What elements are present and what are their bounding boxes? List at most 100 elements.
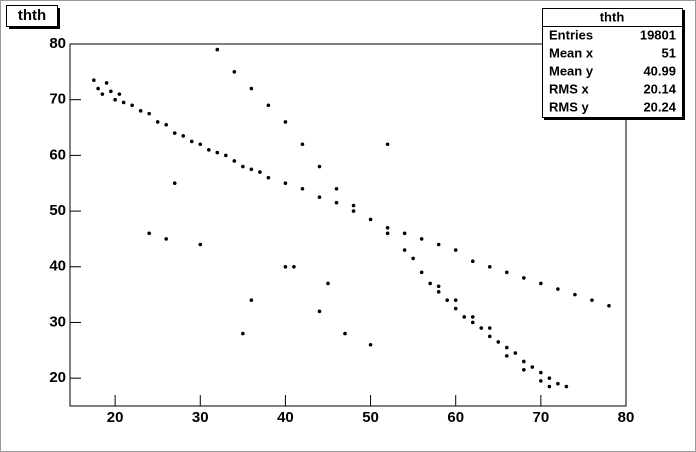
point bbox=[215, 150, 220, 155]
point bbox=[504, 345, 509, 350]
point bbox=[283, 181, 288, 186]
point bbox=[181, 134, 186, 138]
point bbox=[547, 376, 552, 380]
point bbox=[564, 384, 569, 389]
point bbox=[138, 109, 143, 113]
stats-label: Mean x bbox=[549, 45, 594, 60]
point bbox=[164, 237, 169, 241]
point bbox=[385, 225, 390, 230]
point bbox=[368, 217, 373, 222]
point bbox=[224, 153, 228, 158]
point bbox=[249, 167, 254, 172]
point bbox=[487, 264, 492, 269]
point bbox=[513, 351, 518, 355]
point bbox=[556, 287, 560, 291]
y-tick-label: 20 bbox=[49, 369, 66, 386]
point bbox=[487, 334, 492, 339]
point bbox=[590, 298, 594, 302]
point bbox=[92, 78, 96, 82]
point bbox=[172, 131, 177, 135]
x-tick-label: 20 bbox=[107, 409, 124, 426]
point bbox=[189, 139, 194, 144]
point bbox=[470, 259, 475, 264]
point bbox=[445, 298, 449, 302]
point bbox=[232, 159, 237, 163]
stats-label: Mean y bbox=[549, 63, 594, 78]
point bbox=[249, 86, 254, 91]
point bbox=[504, 270, 509, 275]
point bbox=[522, 359, 526, 364]
x-tick-label: 50 bbox=[362, 409, 379, 426]
point bbox=[385, 231, 390, 236]
x-tick-label: 60 bbox=[447, 409, 464, 426]
point bbox=[547, 384, 552, 389]
point bbox=[283, 120, 288, 124]
point bbox=[402, 231, 407, 236]
y-tick-label: 70 bbox=[49, 91, 66, 108]
point bbox=[113, 97, 117, 102]
point bbox=[198, 142, 203, 147]
point bbox=[258, 170, 262, 174]
stats-value: 20.24 bbox=[643, 99, 676, 114]
chart-title: thth bbox=[18, 7, 46, 24]
point bbox=[436, 284, 441, 289]
y-tick-label: 50 bbox=[49, 202, 66, 219]
point bbox=[504, 354, 509, 358]
point bbox=[317, 309, 322, 314]
point bbox=[607, 303, 611, 308]
stats-title: thth bbox=[600, 9, 625, 24]
point bbox=[317, 164, 322, 169]
point bbox=[539, 379, 543, 383]
point bbox=[317, 195, 322, 199]
point bbox=[283, 264, 288, 269]
point bbox=[326, 281, 330, 286]
point bbox=[109, 89, 113, 94]
point bbox=[241, 164, 245, 169]
point bbox=[428, 281, 432, 286]
point bbox=[300, 142, 305, 147]
stats-value: 40.99 bbox=[643, 63, 676, 78]
x-tick-label: 80 bbox=[618, 409, 635, 426]
point bbox=[487, 326, 492, 330]
stats-label: RMS y bbox=[549, 99, 590, 114]
point bbox=[117, 92, 122, 96]
point bbox=[232, 70, 237, 74]
x-tick-label: 70 bbox=[533, 409, 550, 426]
point bbox=[573, 292, 577, 297]
point bbox=[215, 47, 220, 52]
point bbox=[419, 270, 424, 275]
title-box bbox=[6, 5, 58, 27]
point bbox=[334, 200, 339, 205]
plot: 20 30 40 50 60 70 80 20 30 40 50 60 70 80 bbox=[49, 35, 634, 426]
point bbox=[155, 120, 160, 124]
point bbox=[147, 111, 151, 116]
point bbox=[453, 306, 458, 311]
point bbox=[292, 264, 296, 269]
point bbox=[300, 187, 305, 191]
point bbox=[334, 187, 339, 191]
point bbox=[419, 237, 424, 241]
point bbox=[147, 231, 151, 236]
point bbox=[368, 342, 373, 347]
point bbox=[470, 320, 475, 325]
stats-value: 51 bbox=[662, 45, 676, 60]
x-tick-label: 40 bbox=[277, 409, 294, 426]
y-tick-label: 40 bbox=[49, 258, 66, 275]
point bbox=[104, 81, 109, 85]
point bbox=[479, 326, 484, 330]
point bbox=[556, 381, 560, 386]
stats-value: 20.14 bbox=[643, 81, 676, 96]
point bbox=[100, 92, 105, 96]
point bbox=[96, 86, 100, 91]
point bbox=[172, 181, 177, 186]
point bbox=[462, 315, 467, 319]
point bbox=[164, 122, 169, 127]
point bbox=[436, 242, 441, 247]
point bbox=[266, 175, 271, 180]
plot-frame bbox=[69, 43, 627, 407]
point bbox=[436, 290, 441, 294]
point bbox=[470, 315, 475, 319]
point bbox=[453, 298, 458, 302]
